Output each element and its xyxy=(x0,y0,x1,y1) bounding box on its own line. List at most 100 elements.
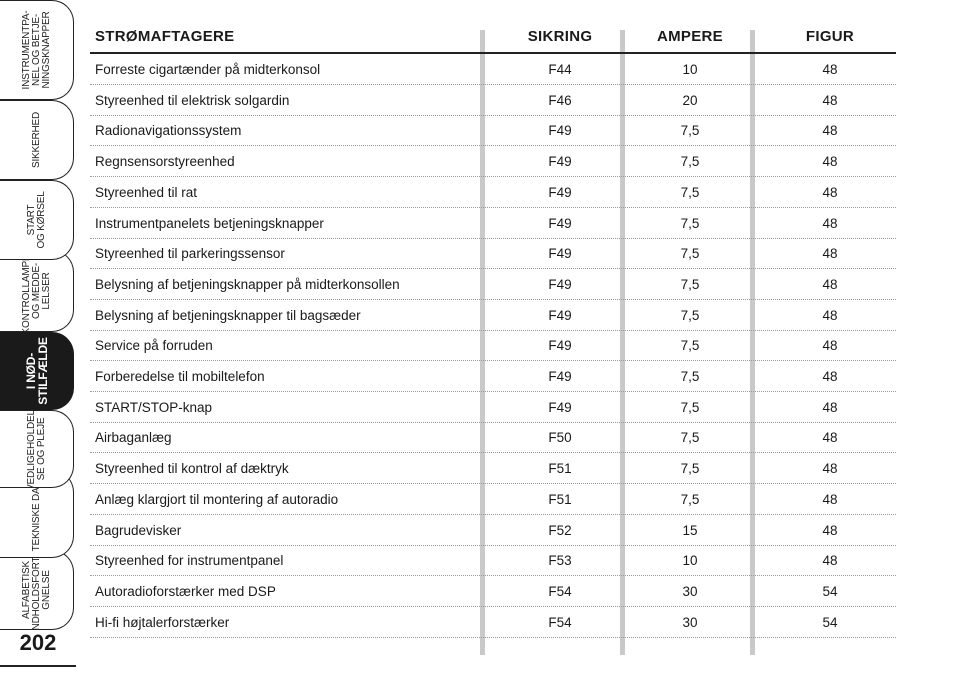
figure-cell: 48 xyxy=(822,307,838,323)
header-ampere: AMPERE xyxy=(657,28,723,45)
fuse-cell: F44 xyxy=(548,62,572,77)
side-tab-8[interactable]: ALFABETISK INDHOLDSFORTE- GNELSE xyxy=(0,550,74,630)
side-tab-5[interactable]: I NØD- STILFÆLDE xyxy=(0,332,74,410)
side-tab-label: I NØD- STILFÆLDE xyxy=(23,337,50,405)
table-row: Autoradioforstærker med DSP F54 30 54 xyxy=(90,578,896,607)
table-row: START/STOP-knap F49 7,5 48 xyxy=(90,394,896,423)
table-header: STRØMAFTAGERE SIKRING AMPERE FIGUR xyxy=(90,22,896,54)
side-tab-label: INSTRUMENTPA- NEL OG BETJE- NINGSKNAPPER xyxy=(20,10,52,90)
consumer-cell: START/STOP-knap xyxy=(95,399,213,415)
consumer-cell: Belysning af betjeningsknapper på midter… xyxy=(95,276,400,292)
ampere-cell: 7,5 xyxy=(680,246,700,262)
fuse-cell: F49 xyxy=(548,276,572,292)
fuse-cell: F52 xyxy=(548,522,572,538)
ampere-cell: 10 xyxy=(682,62,698,77)
side-tab-4[interactable]: KONTROLLAMPER OG MEDDE- LELSER xyxy=(0,250,74,332)
figure-cell: 48 xyxy=(822,123,838,139)
column-separator xyxy=(620,30,625,655)
side-tab-3[interactable]: START OG KØRSEL xyxy=(0,180,74,260)
consumer-cell: Autoradioforstærker med DSP xyxy=(95,583,276,599)
header-consumer: STRØMAFTAGERE xyxy=(95,28,235,45)
ampere-cell: 7,5 xyxy=(680,338,700,354)
fuse-cell: F50 xyxy=(548,430,572,446)
table-row: Radionavigationssystem F49 7,5 48 xyxy=(90,117,896,147)
fuse-cell: F49 xyxy=(548,369,572,384)
consumer-cell: Airbaganlæg xyxy=(95,430,172,446)
consumer-cell: Bagrudevisker xyxy=(95,522,182,538)
figure-cell: 48 xyxy=(822,215,838,231)
fuse-cell: F49 xyxy=(548,215,572,231)
fuse-cell: F49 xyxy=(548,246,572,262)
table-row: Styreenhed til kontrol af dæktryk F51 7,5 4… xyxy=(90,455,896,485)
table-row: Service på forruden F49 7,5 48 xyxy=(90,332,896,362)
figure-cell: 48 xyxy=(822,553,838,569)
table-row: Styreenhed til elektrisk solgardin F46 20 4… xyxy=(90,87,896,116)
figure-cell: 48 xyxy=(822,338,838,354)
table-row: Styreenhed til parkeringssensor F49 7,5 48 xyxy=(90,240,896,270)
column-separator xyxy=(480,30,485,655)
table-row: Instrumentpanelets betjeningsknapper F49 7… xyxy=(90,210,896,239)
consumer-cell: Forberedelse til mobiltelefon xyxy=(95,369,265,384)
figure-cell: 48 xyxy=(822,62,838,77)
table-row: Forreste cigartænder på midterkonsol F44 1… xyxy=(90,56,896,85)
consumer-cell: Styreenhed for instrumentpanel xyxy=(95,553,284,569)
ampere-cell: 20 xyxy=(682,92,698,108)
consumer-cell: Anlæg klargjort til montering af autorad… xyxy=(95,491,339,507)
ampere-cell: 7,5 xyxy=(680,307,700,323)
table-row: Forberedelse til mobiltelefon F49 7,5 48 xyxy=(90,363,896,392)
fuse-cell: F46 xyxy=(548,92,572,108)
side-tab-label: START OG KØRSEL xyxy=(25,191,47,249)
figure-cell: 54 xyxy=(822,583,838,599)
consumer-cell: Instrumentpanelets betjeningsknapper xyxy=(95,215,324,231)
divider xyxy=(0,665,76,667)
ampere-cell: 7,5 xyxy=(680,461,700,477)
table-row: Belysning af betjeningsknapper til bagsæ… xyxy=(90,302,896,331)
fuse-cell: F49 xyxy=(548,123,572,139)
table-row: Bagrudevisker F52 15 48 xyxy=(90,517,896,546)
fuse-cell: F49 xyxy=(548,307,572,323)
fuse-cell: F49 xyxy=(548,338,572,354)
side-tab-6[interactable]: VEDLIGEHOLDEL- SE OG PLEJE xyxy=(0,410,74,488)
ampere-cell: 15 xyxy=(682,522,698,538)
figure-cell: 48 xyxy=(822,399,838,415)
table-row: Belysning af betjeningsknapper på midter… xyxy=(90,271,896,300)
side-tab-label: SIKKERHED xyxy=(30,112,42,168)
ampere-cell: 7,5 xyxy=(680,430,700,446)
ampere-cell: 30 xyxy=(682,614,698,630)
ampere-cell: 7,5 xyxy=(680,215,700,231)
figure-cell: 48 xyxy=(822,369,838,384)
fuse-cell: F49 xyxy=(548,399,572,415)
ampere-cell: 30 xyxy=(682,583,698,599)
fuse-cell: F54 xyxy=(548,614,572,630)
fuse-cell: F49 xyxy=(548,154,572,170)
consumer-cell: Styreenhed til rat xyxy=(95,184,198,200)
column-separator xyxy=(750,30,755,655)
side-tab-label: VEDLIGEHOLDEL- SE OG PLEJE xyxy=(25,410,47,488)
figure-cell: 54 xyxy=(822,614,838,630)
table-row: Regnsensorstyreenhed F49 7,5 48 xyxy=(90,148,896,178)
side-tab-label: KONTROLLAMPER OG MEDDE- LELSER xyxy=(20,250,52,332)
header-fuse: SIKRING xyxy=(527,28,593,45)
side-tab-label: ALFABETISK INDHOLDSFORTE- GNELSE xyxy=(20,550,52,630)
table-row: Anlæg klargjort til montering af autorad… xyxy=(90,486,896,515)
figure-cell: 48 xyxy=(822,430,838,446)
ampere-cell: 7,5 xyxy=(680,276,700,292)
figure-cell: 48 xyxy=(822,184,838,200)
side-tab-2[interactable]: SIKKERHED xyxy=(0,100,74,180)
ampere-cell: 7,5 xyxy=(680,491,700,507)
ampere-cell: 10 xyxy=(682,553,698,569)
fuse-table: STRØMAFTAGERE SIKRING AMPERE FIGUR Forre… xyxy=(90,22,896,655)
consumer-cell: Radionavigationssystem xyxy=(95,123,242,139)
table-row: Airbaganlæg F50 7,5 48 xyxy=(90,424,896,454)
figure-cell: 48 xyxy=(822,491,838,507)
side-tab-1[interactable]: INSTRUMENTPA- NEL OG BETJE- NINGSKNAPPER xyxy=(0,0,74,100)
figure-cell: 48 xyxy=(822,154,838,170)
consumer-cell: Forreste cigartænder på midterkonsol xyxy=(95,62,321,77)
figure-cell: 48 xyxy=(822,276,838,292)
table-row: Hi-fi højtalerforstærker F54 30 54 xyxy=(90,609,896,638)
header-figure: FIGUR xyxy=(805,28,855,45)
fuse-cell: F53 xyxy=(548,553,572,569)
side-navigation-tabs: INSTRUMENTPA- NEL OG BETJE- NINGSKNAPPER… xyxy=(0,0,76,677)
consumer-cell: Belysning af betjeningsknapper til bagsæ… xyxy=(95,307,361,323)
consumer-cell: Styreenhed til elektrisk solgardin xyxy=(95,92,290,108)
